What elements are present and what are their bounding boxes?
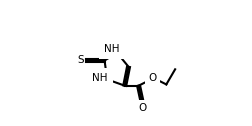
Text: NH: NH <box>92 73 108 83</box>
Text: NH: NH <box>104 44 120 54</box>
Text: S: S <box>77 55 84 66</box>
Text: O: O <box>148 73 156 83</box>
Text: O: O <box>138 103 146 113</box>
